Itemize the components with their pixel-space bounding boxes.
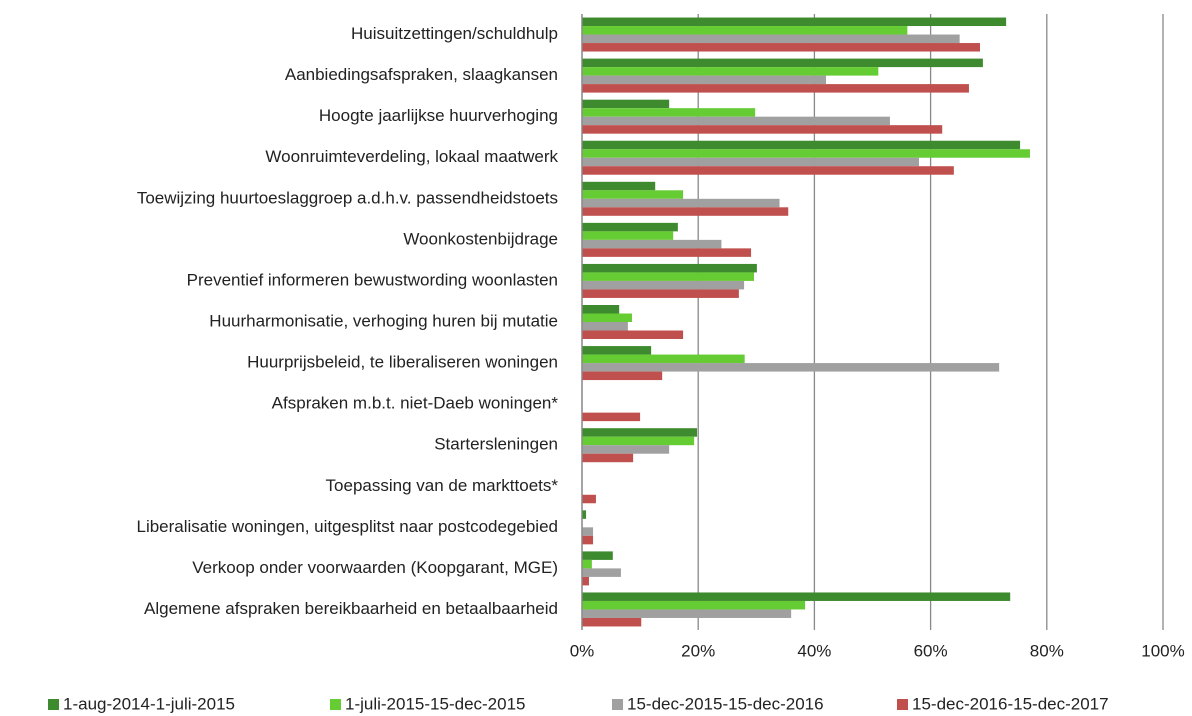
bar — [582, 551, 613, 560]
bar — [582, 371, 663, 381]
bar — [582, 84, 969, 93]
bar — [582, 568, 621, 577]
bar — [582, 166, 954, 175]
x-tick-label: 100% — [1141, 641, 1184, 660]
bar — [582, 412, 641, 422]
bar — [582, 617, 642, 627]
bar — [582, 305, 620, 314]
bar — [582, 34, 960, 44]
bar — [582, 222, 678, 232]
bar — [582, 346, 652, 355]
bar — [582, 272, 754, 281]
bar — [582, 263, 757, 273]
bar — [582, 289, 739, 298]
x-tick-label: 60% — [914, 641, 948, 660]
bar — [582, 600, 806, 610]
bar — [582, 609, 792, 618]
bar — [582, 527, 594, 536]
x-tick-label: 40% — [797, 641, 831, 660]
legend-swatch — [897, 699, 908, 710]
bar — [582, 453, 634, 463]
legend-label: 1-aug-2014-1-juli-2015 — [63, 694, 235, 713]
y-tick-label: Aanbiedingsafspraken, slaagkansen — [285, 65, 558, 84]
bar — [582, 559, 592, 569]
bar — [582, 99, 670, 109]
bar — [582, 116, 890, 126]
bar — [582, 207, 789, 216]
bar — [582, 157, 919, 167]
y-tick-label: Startersleningen — [434, 435, 558, 454]
legend-label: 15-dec-2016-15-dec-2017 — [912, 694, 1109, 713]
bar — [582, 58, 983, 68]
y-tick-label: Huurharmonisatie, verhoging huren bij mu… — [209, 311, 558, 330]
bar — [582, 75, 827, 85]
y-tick-label: Huisuitzettingen/schuldhulp — [351, 24, 558, 43]
bar — [582, 26, 908, 35]
bar — [582, 125, 943, 134]
bar — [582, 510, 587, 519]
x-tick-label: 80% — [1030, 641, 1064, 660]
x-tick-label: 20% — [681, 641, 715, 660]
bar — [582, 198, 780, 208]
bar — [582, 354, 745, 364]
y-tick-label: Woonkostenbijdrage — [403, 229, 558, 248]
y-tick-label: Toepassing van de markttoets* — [326, 476, 559, 495]
bar — [582, 248, 752, 257]
legend-swatch — [48, 699, 59, 710]
y-tick-label: Liberalisatie woningen, uitgesplitst naa… — [136, 517, 558, 536]
y-tick-label: Woonruimteverdeling, lokaal maatwerk — [265, 147, 558, 166]
y-tick-label: Verkoop onder voorwaarden (Koopgarant, M… — [192, 558, 558, 577]
bar — [582, 436, 695, 446]
y-tick-label: Huurprijsbeleid, te liberaliseren woning… — [247, 353, 558, 372]
bar — [582, 576, 589, 586]
bar — [582, 181, 656, 191]
bar — [582, 363, 1000, 372]
bar — [582, 535, 594, 545]
x-tick-label: 0% — [570, 641, 595, 660]
bar — [582, 17, 1007, 27]
legend-swatch — [330, 699, 341, 710]
y-tick-label: Afspraken m.b.t. niet-Daeb woningen* — [272, 394, 559, 413]
bar — [582, 231, 674, 240]
bar — [582, 140, 1021, 150]
bar — [582, 313, 632, 322]
legend-label: 1-juli-2015-15-dec-2015 — [345, 694, 526, 713]
bar — [582, 592, 1011, 601]
y-tick-label: Preventief informeren bewustwording woon… — [187, 270, 558, 289]
legend-swatch — [612, 699, 623, 710]
bar — [582, 494, 596, 504]
bar — [582, 445, 670, 454]
bar — [582, 330, 684, 339]
bar — [582, 322, 628, 331]
bar — [582, 149, 1030, 158]
bar — [582, 428, 698, 437]
bar — [582, 239, 722, 249]
bar — [582, 190, 684, 199]
bar — [582, 280, 745, 290]
y-tick-label: Toewijzing huurtoeslaggroep a.d.h.v. pas… — [137, 188, 558, 207]
bar — [582, 108, 756, 117]
bar — [582, 67, 879, 76]
y-tick-label: Hoogte jaarlijkse huurverhoging — [319, 106, 558, 125]
bar — [582, 43, 980, 52]
y-tick-label: Algemene afspraken bereikbaarheid en bet… — [144, 599, 558, 618]
legend-label: 15-dec-2015-15-dec-2016 — [627, 694, 824, 713]
